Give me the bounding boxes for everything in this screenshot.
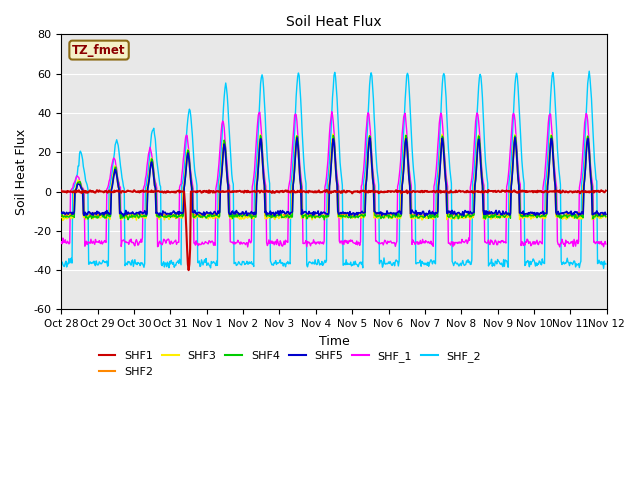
SHF4 bbox=[58, 211, 65, 217]
SHF_1 bbox=[417, 240, 425, 246]
Line: SHF3: SHF3 bbox=[61, 134, 606, 220]
SHF4 bbox=[207, 214, 215, 219]
SHF5 bbox=[400, 166, 408, 172]
SHF_1 bbox=[179, 166, 186, 172]
SHF_1 bbox=[207, 239, 215, 244]
SHF4 bbox=[402, 132, 410, 138]
SHF5 bbox=[421, 213, 429, 219]
SHF5 bbox=[511, 135, 519, 141]
SHF_2 bbox=[124, 262, 131, 268]
SHF3 bbox=[208, 214, 216, 220]
SHF_1 bbox=[244, 244, 252, 250]
SHF3 bbox=[330, 131, 337, 137]
SHF4 bbox=[124, 214, 131, 220]
Line: SHF2: SHF2 bbox=[61, 137, 606, 218]
SHF1 bbox=[417, 188, 425, 194]
Text: TZ_fmet: TZ_fmet bbox=[72, 44, 126, 57]
SHF3 bbox=[417, 214, 425, 219]
SHF4 bbox=[602, 214, 610, 219]
SHF1 bbox=[401, 189, 409, 195]
SHF3 bbox=[179, 186, 187, 192]
SHF2 bbox=[124, 211, 131, 216]
SHF5 bbox=[207, 211, 215, 216]
SHF1 bbox=[297, 187, 305, 193]
SHF5 bbox=[179, 211, 186, 216]
SHF4 bbox=[321, 217, 328, 223]
SHF4 bbox=[179, 214, 186, 220]
SHF_2 bbox=[58, 259, 65, 265]
SHF_2 bbox=[400, 128, 408, 134]
Line: SHF5: SHF5 bbox=[61, 138, 606, 216]
SHF2 bbox=[58, 212, 65, 217]
SHF_2 bbox=[602, 261, 610, 267]
SHF1 bbox=[67, 189, 75, 194]
SHF3 bbox=[602, 215, 610, 220]
SHF1 bbox=[58, 188, 65, 193]
SHF1 bbox=[124, 188, 131, 193]
SHF_1 bbox=[124, 240, 131, 245]
Legend: SHF1, SHF2, SHF3, SHF4, SHF5, SHF_1, SHF_2: SHF1, SHF2, SHF3, SHF4, SHF5, SHF_1, SHF… bbox=[94, 347, 486, 381]
SHF_1 bbox=[58, 239, 65, 245]
Line: SHF_1: SHF_1 bbox=[61, 112, 606, 247]
SHF1 bbox=[185, 267, 193, 273]
Y-axis label: Soil Heat Flux: Soil Heat Flux bbox=[15, 129, 28, 215]
SHF_2 bbox=[416, 259, 424, 265]
Title: Soil Heat Flux: Soil Heat Flux bbox=[286, 15, 382, 29]
SHF4 bbox=[67, 212, 75, 218]
SHF_1 bbox=[67, 187, 75, 192]
SHF_2 bbox=[586, 68, 593, 74]
SHF5 bbox=[602, 212, 610, 217]
SHF5 bbox=[416, 211, 424, 217]
SHF_1 bbox=[602, 241, 610, 247]
SHF2 bbox=[208, 212, 216, 218]
SHF5 bbox=[124, 211, 131, 217]
SHF4 bbox=[417, 214, 425, 219]
SHF1 bbox=[208, 189, 216, 194]
Line: SHF1: SHF1 bbox=[61, 190, 606, 270]
SHF2 bbox=[401, 135, 409, 141]
SHF3 bbox=[401, 133, 409, 139]
SHF_1 bbox=[328, 109, 335, 115]
SHF3 bbox=[68, 213, 76, 219]
SHF2 bbox=[602, 212, 610, 217]
Line: SHF4: SHF4 bbox=[61, 135, 606, 220]
SHF2 bbox=[67, 213, 75, 219]
SHF5 bbox=[67, 210, 75, 216]
SHF2 bbox=[330, 134, 337, 140]
SHF1 bbox=[179, 189, 186, 194]
SHF3 bbox=[59, 217, 67, 223]
SHF_1 bbox=[401, 110, 409, 116]
SHF_2 bbox=[179, 180, 186, 186]
SHF_2 bbox=[600, 265, 607, 271]
X-axis label: Time: Time bbox=[319, 335, 349, 348]
SHF2 bbox=[172, 216, 180, 221]
SHF_2 bbox=[67, 255, 75, 261]
SHF5 bbox=[58, 210, 65, 216]
SHF1 bbox=[602, 188, 610, 193]
SHF2 bbox=[179, 185, 187, 191]
Line: SHF_2: SHF_2 bbox=[61, 71, 606, 268]
SHF_2 bbox=[207, 259, 215, 264]
SHF3 bbox=[58, 215, 65, 220]
SHF3 bbox=[124, 214, 132, 220]
SHF2 bbox=[417, 213, 425, 218]
SHF4 bbox=[401, 154, 408, 160]
